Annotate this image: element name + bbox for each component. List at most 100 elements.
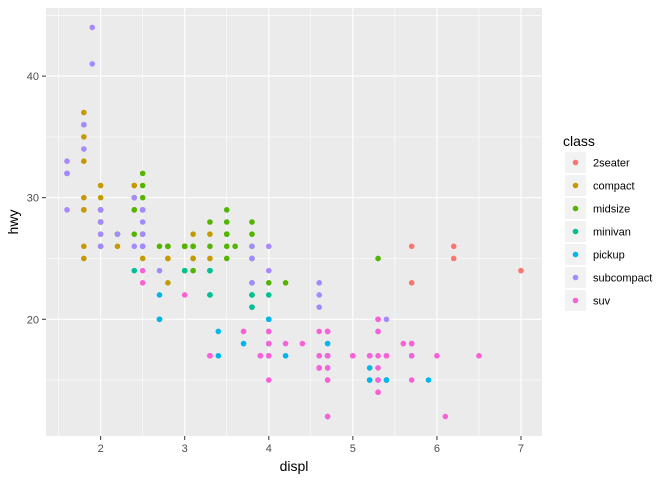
legend: class 2seater compact midsize minivan pickup… (563, 133, 652, 311)
point-pickup (156, 316, 163, 323)
legend-item-pickup: pickup (565, 244, 625, 265)
point-subcompact (156, 267, 163, 274)
legend-item-midsize: midsize (565, 198, 630, 219)
point-suv (324, 377, 331, 383)
point-midsize (223, 231, 230, 237)
y-axis-title: hwy (5, 210, 21, 235)
point-subcompact (114, 231, 121, 237)
point-midsize (223, 219, 230, 225)
point-midsize (282, 279, 289, 286)
legend-label-suv: suv (593, 296, 611, 308)
point-midsize (190, 267, 196, 274)
y-tick-label: 20 (27, 314, 39, 326)
x-tick-label: 7 (518, 443, 524, 455)
legend-item-compact: compact (565, 175, 635, 196)
point-pickup (324, 340, 331, 347)
point-suv (207, 352, 213, 359)
point-suv (240, 328, 247, 335)
point-compact (131, 182, 138, 189)
point-subcompact (316, 279, 323, 286)
point-suv (400, 340, 407, 347)
point-midsize (223, 207, 230, 213)
x-tick-label: 5 (350, 443, 356, 455)
point-midsize (181, 243, 188, 250)
point-suv (316, 352, 323, 359)
point-midsize (131, 207, 138, 213)
point-suv (257, 352, 264, 359)
point-midsize (249, 231, 255, 237)
y-tick-label: 40 (27, 71, 39, 83)
point-subcompact (97, 207, 104, 213)
point-suv (265, 352, 272, 359)
point-subcompact (139, 219, 146, 225)
legend-label-2seater: 2seater (593, 158, 630, 170)
point-compact (190, 231, 196, 237)
point-minivan (249, 292, 255, 298)
point-pickup (156, 292, 163, 298)
point-compact (190, 255, 196, 262)
point-subcompact (265, 267, 272, 274)
point-subcompact (81, 121, 87, 128)
legend-marker-suv (572, 297, 579, 304)
legend-item-2seater: 2seater (565, 152, 630, 173)
legend-marker-midsize (572, 205, 579, 212)
point-compact (81, 134, 87, 140)
point-subcompact (131, 194, 138, 201)
point-2seater (450, 255, 457, 262)
point-midsize (156, 243, 163, 250)
point-midsize (207, 243, 213, 250)
point-suv (375, 365, 381, 371)
legend-marker-minivan (572, 228, 579, 235)
point-compact (114, 243, 121, 250)
point-midsize (131, 231, 138, 237)
y-tick-label: 30 (27, 193, 39, 205)
x-tick-label: 2 (98, 443, 104, 455)
point-pickup (240, 340, 247, 347)
point-suv (434, 352, 440, 359)
legend-label-midsize: midsize (593, 204, 630, 216)
point-subcompact (249, 243, 255, 250)
point-subcompact (139, 231, 146, 237)
point-compact (81, 109, 87, 116)
point-suv (181, 292, 188, 298)
point-midsize (265, 279, 272, 286)
legend-marker-pickup (572, 251, 579, 258)
point-pickup (265, 316, 272, 323)
point-suv (324, 413, 331, 420)
point-compact (97, 194, 104, 201)
point-midsize (223, 243, 230, 250)
point-subcompact (97, 231, 104, 237)
point-compact (207, 231, 213, 237)
point-subcompact (81, 146, 87, 152)
point-suv (375, 328, 381, 335)
legend-item-subcompact: subcompact (565, 267, 652, 288)
legend-title: class (563, 133, 595, 149)
point-midsize (207, 219, 213, 225)
point-subcompact (316, 292, 323, 298)
point-suv (408, 352, 415, 359)
point-midsize (165, 243, 171, 250)
legend-label-subcompact: subcompact (593, 273, 652, 285)
point-minivan (207, 267, 213, 274)
point-pickup (425, 377, 432, 383)
point-suv (375, 316, 381, 323)
point-minivan (207, 292, 213, 298)
point-subcompact (265, 243, 272, 250)
point-pickup (366, 377, 373, 383)
point-minivan (181, 267, 188, 274)
point-subcompact (64, 158, 70, 165)
x-tick-label: 3 (182, 443, 188, 455)
point-suv (408, 377, 415, 383)
major-grid (46, 8, 542, 436)
point-midsize (190, 243, 196, 250)
minor-grid (46, 8, 542, 436)
point-compact (81, 243, 87, 250)
point-compact (165, 255, 171, 262)
legend-marker-compact (572, 182, 579, 189)
point-subcompact (89, 24, 96, 31)
point-subcompact (249, 279, 255, 286)
point-suv (383, 352, 390, 359)
point-compact (97, 182, 104, 189)
point-suv (375, 377, 381, 383)
legend-marker-subcompact (572, 274, 579, 281)
